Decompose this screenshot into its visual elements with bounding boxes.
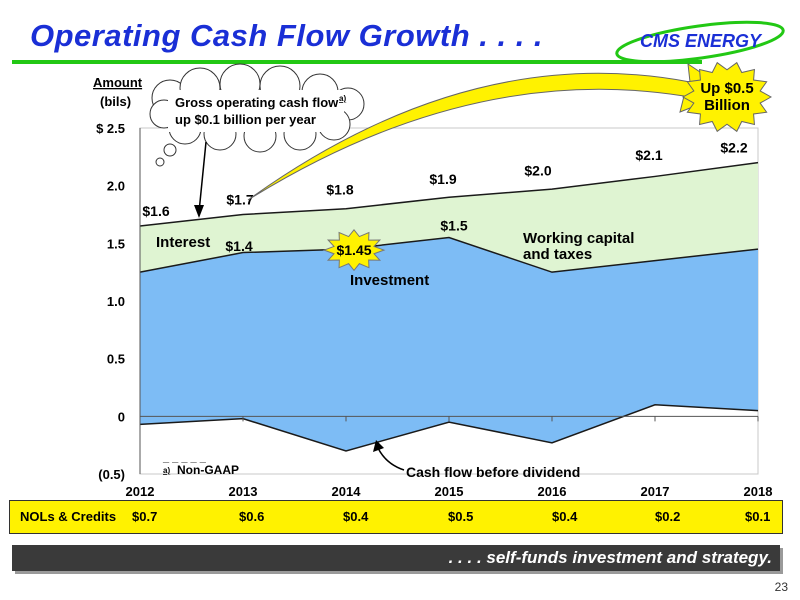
y-tick-label: $ 2.5 — [96, 121, 125, 136]
slide-title: Operating Cash Flow Growth . . . . — [30, 18, 544, 53]
investment-value-label: $1.45 — [336, 242, 371, 258]
y-tick-label: 1.5 — [107, 236, 125, 251]
nols-value: $0.1 — [745, 509, 771, 524]
gross-value-label: $1.7 — [226, 191, 253, 207]
working-capital-label: and taxes — [523, 246, 592, 263]
cms-energy-logo — [615, 20, 785, 64]
y-axis-unit: (bils) — [100, 94, 131, 109]
gross-value-label: $1.8 — [326, 182, 353, 198]
footer-text: . . . . self-funds investment and strate… — [448, 548, 772, 567]
working-capital-area — [140, 162, 758, 273]
gross-value-label: $2.1 — [635, 147, 662, 163]
cloud-pointer-line — [198, 141, 207, 213]
cloud-callout — [149, 63, 365, 153]
logo-text: CMS ENERGY — [640, 31, 762, 51]
nols-value: $0.4 — [552, 509, 578, 524]
up-label: Up $0.5 — [700, 80, 753, 97]
up-label: Billion — [704, 97, 750, 114]
footnote-rule: _ _ _ _ _ — [162, 452, 207, 464]
investment-line — [139, 236, 759, 273]
nols-value: $0.2 — [655, 509, 681, 524]
x-tick-label: 2017 — [641, 484, 670, 499]
footnote-marker: a) — [163, 466, 170, 475]
up-starburst — [681, 61, 773, 133]
y-tick-label: 0 — [118, 409, 125, 424]
gross-cash-flow-line — [139, 161, 759, 227]
investment-area — [140, 237, 758, 451]
x-tick-label: 2016 — [538, 484, 567, 499]
working-capital-label: Working capital — [523, 230, 634, 247]
interest-label: Interest — [156, 234, 210, 251]
nols-value: $0.6 — [239, 509, 265, 524]
gross-value-label: $1.9 — [429, 171, 456, 187]
nols-label: NOLs & Credits — [20, 509, 117, 524]
cash-flow-pointer-line — [377, 447, 405, 471]
cloud-tail-bubble — [163, 143, 177, 157]
cloud-tail-bubble — [155, 157, 165, 167]
cloud-body — [168, 90, 344, 132]
x-tick-label: 2018 — [744, 484, 773, 499]
footer-banner: . . . . self-funds investment and strate… — [12, 545, 780, 571]
gross-value-label: $1.6 — [142, 203, 169, 219]
x-tick-label: 2015 — [435, 484, 464, 499]
y-tick-label: (0.5) — [98, 467, 125, 482]
cloud-text: Gross operating cash flow — [175, 95, 339, 110]
title-underline — [12, 60, 702, 64]
nols-value: $0.7 — [132, 509, 158, 524]
cloud-text: up $0.1 billion per year — [175, 112, 316, 127]
investment-label: Investment — [350, 272, 429, 289]
investment-starburst — [322, 229, 386, 272]
investment-value-label: $1.5 — [440, 217, 467, 233]
x-tick-label: 2014 — [332, 484, 362, 499]
x-tick-label: 2013 — [229, 484, 258, 499]
footnote-text: Non-GAAP — [177, 463, 239, 477]
y-tick-label: 1.0 — [107, 294, 125, 309]
y-tick-label: 2.0 — [107, 179, 125, 194]
nols-value: $0.5 — [448, 509, 474, 524]
cloud-footnote-marker: a) — [339, 94, 346, 103]
y-axis-label: Amount — [93, 75, 143, 90]
nols-credits-bar: NOLs & Credits $0.7 $0.6 $0.4 $0.5 $0.4 … — [9, 500, 783, 534]
gross-value-label: $2.2 — [720, 140, 747, 156]
nols-value: $0.4 — [343, 509, 369, 524]
gross-value-label: $2.0 — [524, 163, 551, 179]
cloud-pointer-head — [194, 205, 204, 218]
cash-flow-label: Cash flow before dividend — [406, 464, 580, 480]
investment-value-label: $1.4 — [225, 238, 252, 254]
y-tick-label: 0.5 — [107, 352, 125, 367]
page-number: 23 — [774, 580, 788, 594]
cash-flow-pointer-head — [373, 440, 384, 452]
x-tick-label: 2012 — [126, 484, 155, 499]
